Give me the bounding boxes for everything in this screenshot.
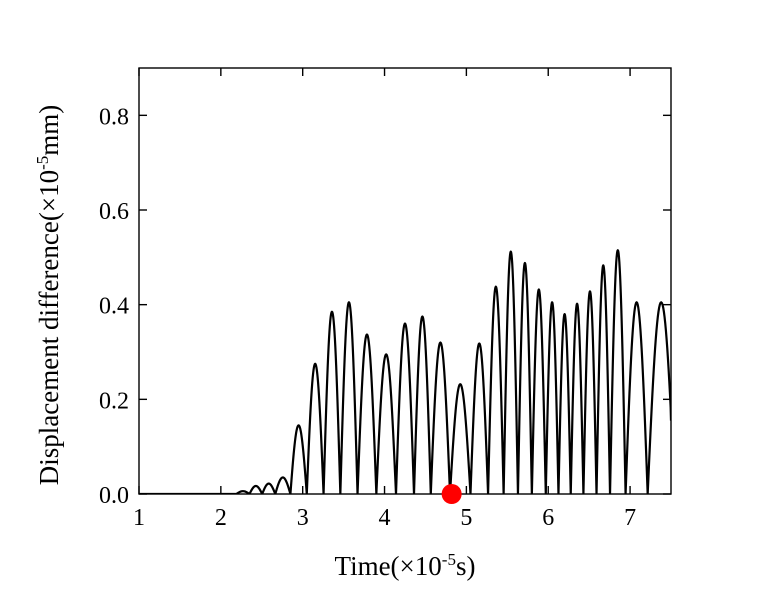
marker-point [441, 484, 462, 504]
y-tick-label: 0.8 [99, 104, 129, 130]
x-tick-label: 3 [297, 505, 309, 531]
y-tick-label: 0.4 [99, 294, 129, 320]
tick-labels: 1 2 3 4 5 6 7 0.0 0.2 0.4 0.6 0.8 [99, 104, 636, 531]
x-tick-label: 1 [133, 505, 145, 531]
y-tick-label: 0.6 [99, 199, 129, 225]
tick-marks [138, 68, 671, 495]
y-tick-label: 0.0 [99, 483, 129, 509]
x-tick-label: 5 [460, 505, 472, 531]
x-axis-title: Time(×10-5s) [335, 550, 476, 581]
plot-frame [138, 67, 672, 495]
x-tick-label: 2 [215, 505, 227, 531]
y-tick-label: 0.2 [99, 388, 129, 414]
series-line [139, 249, 671, 494]
x-tick-label: 4 [379, 505, 391, 531]
x-tick-label: 6 [542, 505, 554, 531]
y-axis-title: Displacement difference(×10-5mm) [33, 105, 64, 486]
x-tick-label: 7 [624, 505, 636, 531]
